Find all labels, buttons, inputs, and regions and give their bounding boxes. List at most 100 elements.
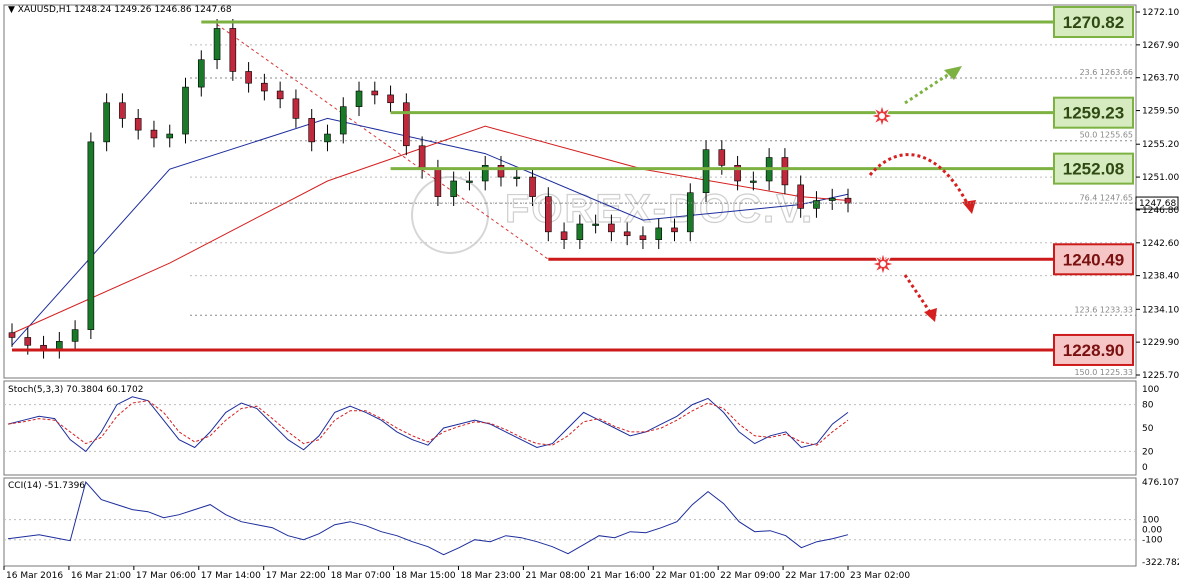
candle-body bbox=[797, 184, 804, 209]
candle-body bbox=[261, 82, 268, 92]
stoch-tick-label: 50 bbox=[1142, 424, 1154, 434]
time-tick-label: 17 Mar 14:00 bbox=[201, 571, 261, 581]
candle-body bbox=[8, 332, 16, 338]
cci-tick-label: 0.00 bbox=[1142, 526, 1162, 536]
candle-body bbox=[529, 176, 536, 197]
candle-body bbox=[718, 149, 726, 166]
stoch-d-line bbox=[7, 400, 849, 446]
chart-header: ▼ XAUUSD,H1 1248.24 1249.26 1246.86 1247… bbox=[8, 5, 232, 15]
price-tick-label: 1263.70 bbox=[1142, 74, 1179, 84]
key-level-value: 1252.08 bbox=[1063, 160, 1124, 179]
candle-body bbox=[702, 149, 710, 194]
time-tick-label: 18 Mar 07:00 bbox=[331, 571, 391, 581]
fib-level-label: 50.0 1255.65 bbox=[1080, 131, 1133, 140]
candle-body bbox=[387, 94, 394, 104]
key-level-box bbox=[1053, 152, 1134, 185]
stoch-tick-label: 100 bbox=[1142, 385, 1159, 395]
candle-body bbox=[655, 227, 663, 240]
candle-body bbox=[497, 165, 505, 178]
candle-body bbox=[56, 341, 63, 350]
ohlc-values: 1248.24 1249.26 1246.86 1247.68 bbox=[74, 5, 232, 15]
candle-body bbox=[844, 197, 852, 204]
cci-tick-label: 476.1078 bbox=[1142, 478, 1179, 488]
candle-body bbox=[166, 133, 174, 139]
price-tick-label: 1234.10 bbox=[1142, 305, 1179, 315]
key-level-box bbox=[1053, 96, 1134, 129]
fib-level-label: 23.6 1263.66 bbox=[1080, 68, 1133, 77]
time-tick-label: 17 Mar 22:00 bbox=[266, 571, 326, 581]
fib-level-label: 76.4 1247.65 bbox=[1080, 193, 1133, 202]
candle-body bbox=[355, 90, 363, 107]
cci-label: CCI(14) -51.7396 bbox=[8, 481, 86, 491]
cci-line bbox=[7, 480, 849, 556]
stoch-tick-label: 80 bbox=[1142, 401, 1154, 411]
candle-body bbox=[592, 223, 599, 226]
cci-tick-label: -100 bbox=[1142, 536, 1163, 546]
key-level-box bbox=[1053, 333, 1134, 366]
current-price-tag bbox=[1135, 196, 1179, 210]
candle-body bbox=[403, 102, 410, 147]
price-tick-label: 1251.00 bbox=[1142, 173, 1179, 183]
time-tick-label: 21 Mar 08:00 bbox=[525, 571, 585, 581]
candle-body bbox=[134, 118, 142, 131]
price-tick-label: 1272.10 bbox=[1142, 8, 1179, 18]
time-tick-label: 21 Mar 16:00 bbox=[590, 571, 650, 581]
price-tick-label: 1225.70 bbox=[1142, 371, 1179, 381]
candle-body bbox=[182, 86, 189, 135]
candle-body bbox=[481, 165, 489, 182]
burst-icon-core bbox=[879, 113, 885, 119]
time-tick-label: 17 Mar 06:00 bbox=[136, 571, 196, 581]
candle-body bbox=[734, 165, 741, 182]
candle-body bbox=[292, 98, 300, 119]
candle-body bbox=[781, 157, 789, 186]
stoch-tick-label: 0 bbox=[1142, 463, 1148, 473]
candle-body bbox=[371, 90, 379, 96]
candle-body bbox=[87, 141, 95, 330]
stoch-pane-frame bbox=[3, 380, 1137, 476]
candle-body bbox=[466, 180, 473, 183]
price-tick-label: 1267.90 bbox=[1142, 41, 1179, 51]
chart-menu-icon[interactable]: ▼ bbox=[8, 5, 15, 15]
candle-body bbox=[229, 28, 237, 72]
candle-body bbox=[324, 133, 331, 143]
current-price-value: 1247.68 bbox=[1139, 199, 1176, 209]
candle-body bbox=[245, 71, 252, 84]
up-arrow-head bbox=[944, 66, 962, 80]
key-level-box bbox=[1053, 6, 1134, 39]
candle-body bbox=[103, 102, 110, 143]
candle-body bbox=[560, 231, 568, 240]
reversal-arrow-head bbox=[962, 200, 976, 214]
candle-body bbox=[513, 176, 521, 179]
candle-body bbox=[623, 231, 631, 237]
time-tick-label: 16 Mar 21:00 bbox=[71, 571, 131, 581]
time-tick-label: 22 Mar 09:00 bbox=[720, 571, 780, 581]
candle-body bbox=[545, 196, 552, 233]
candle-body bbox=[308, 118, 315, 143]
candle-body bbox=[450, 180, 457, 197]
stoch-tick-label: 20 bbox=[1142, 447, 1154, 457]
fib-level-label: 150.0 1225.33 bbox=[1074, 368, 1133, 377]
price-tick-label: 1246.80 bbox=[1142, 206, 1179, 216]
price-tick-label: 1255.20 bbox=[1142, 140, 1179, 150]
candle-body bbox=[71, 329, 79, 342]
candle-body bbox=[339, 106, 347, 135]
candle-body bbox=[119, 102, 126, 119]
candle-body bbox=[434, 168, 442, 197]
candle-body bbox=[150, 129, 158, 139]
symbol-label: XAUUSD,H1 bbox=[17, 5, 72, 15]
down-arrow-head bbox=[924, 308, 937, 322]
burst-icon-core bbox=[880, 261, 886, 267]
candle-body bbox=[576, 223, 584, 240]
candle-body bbox=[24, 337, 32, 346]
candle-body bbox=[639, 235, 647, 240]
down-arrow-path bbox=[903, 274, 932, 313]
time-tick-label: 22 Mar 01:00 bbox=[655, 571, 715, 581]
candle-body bbox=[671, 227, 678, 233]
key-level-box bbox=[1053, 243, 1134, 276]
price-tick-label: 1259.50 bbox=[1142, 107, 1179, 117]
time-tick-label: 23 Mar 02:00 bbox=[850, 571, 910, 581]
candle-body bbox=[813, 200, 820, 209]
price-tick-label: 1242.60 bbox=[1142, 239, 1179, 249]
watermark-logo bbox=[411, 176, 489, 254]
